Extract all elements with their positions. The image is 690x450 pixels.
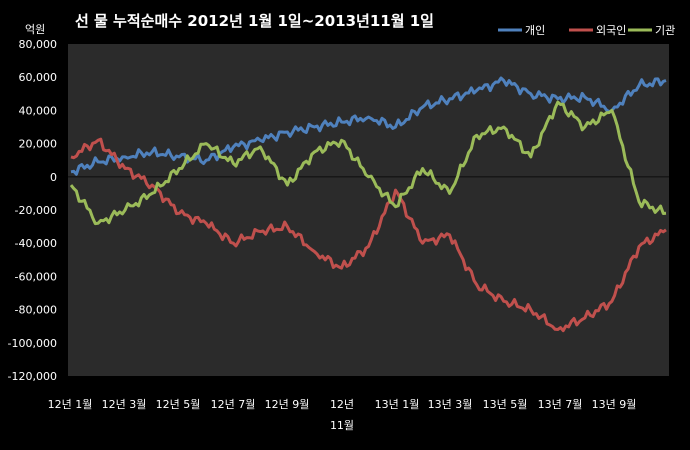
y-tick-label: -80,000 xyxy=(15,304,57,317)
y-tick-label: -40,000 xyxy=(15,237,57,250)
x-axis-ticks: 12년 1월 12년 3월 12년 5월 12년 7월 12년 9월 12년 11월 13년 … xyxy=(48,398,637,432)
y-tick-label: 60,000 xyxy=(19,71,58,84)
series-line-1 xyxy=(70,137,667,333)
y-tick-label: 0 xyxy=(50,171,57,184)
legend-label: 개인 xyxy=(525,24,545,37)
x-tick-label: 12년 7월 xyxy=(211,398,256,411)
y-tick-label: -60,000 xyxy=(15,270,57,283)
x-tick-label: 12년 11월 xyxy=(330,398,354,432)
x-tick-label: 13년 1월 xyxy=(375,398,420,411)
legend-label: 외국인 xyxy=(596,24,626,37)
y-tick-label: -120,000 xyxy=(8,370,57,383)
legend-label: 기관 xyxy=(655,24,675,37)
series-lines xyxy=(69,76,667,333)
y-axis-ticks: 80,000 60,000 40,000 20,000 0 -20,000 -40,000 -… xyxy=(8,38,57,383)
x-tick-label: 12년 5월 xyxy=(156,398,201,411)
y-axis-unit-label: 억원 xyxy=(25,23,45,36)
series-line-0 xyxy=(70,76,667,176)
series-line-2 xyxy=(69,100,667,226)
x-tick-label: 13년 3월 xyxy=(428,398,473,411)
x-tick-label: 13년 5월 xyxy=(483,398,528,411)
legend: 개인 외국인 기관 xyxy=(498,24,675,37)
y-tick-label: -100,000 xyxy=(8,337,57,350)
y-tick-label: 80,000 xyxy=(19,38,58,51)
x-tick-label: 12년 3월 xyxy=(102,398,147,411)
y-tick-label: 20,000 xyxy=(19,138,58,151)
x-tick-label: 12년 9월 xyxy=(265,398,310,411)
y-tick-label: -20,000 xyxy=(15,204,57,217)
plot-area xyxy=(68,44,669,376)
x-tick-label: 13년 9월 xyxy=(592,398,637,411)
x-tick-label: 12년 1월 xyxy=(48,398,93,411)
y-tick-label: 40,000 xyxy=(19,104,58,117)
chart-title: 선 물 누적순매수 2012년 1월 1일~2013년11월 1일 xyxy=(75,12,434,30)
x-tick-label: 13년 7월 xyxy=(538,398,583,411)
